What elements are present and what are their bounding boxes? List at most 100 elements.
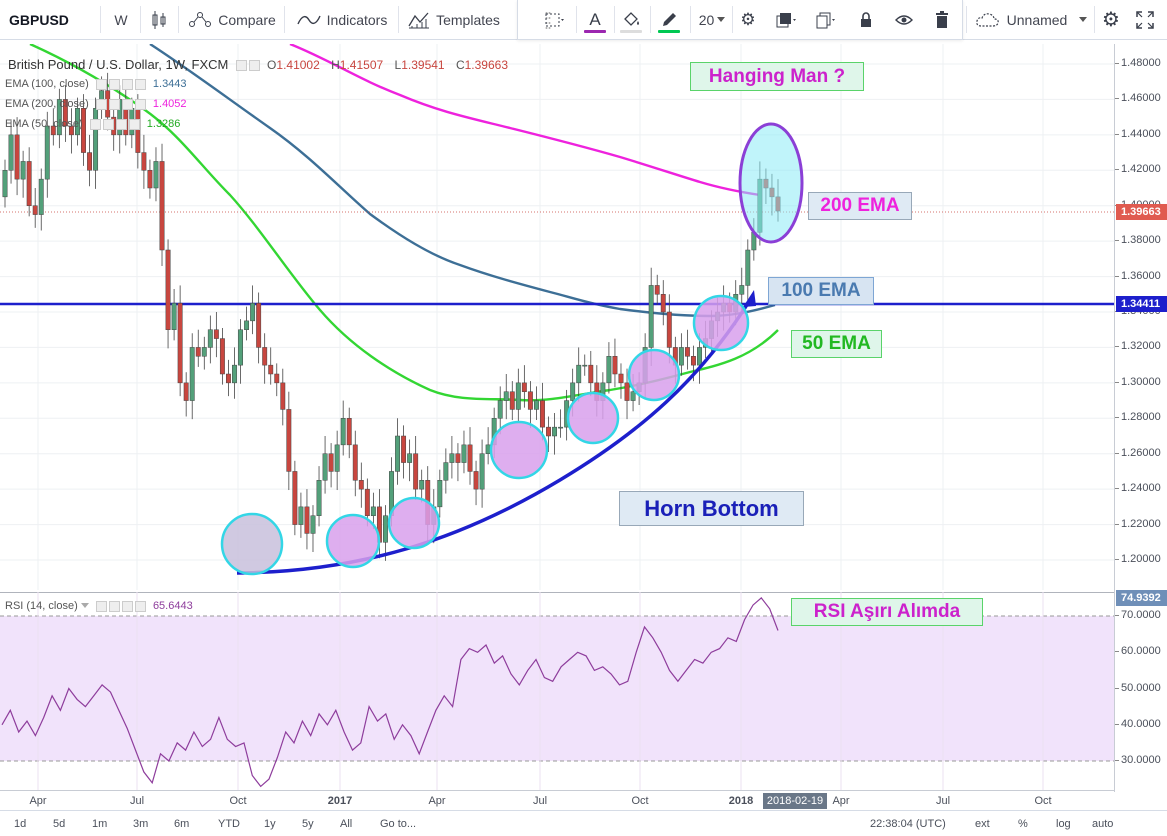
ema50-legend-label: EMA (50, close): [5, 118, 83, 130]
candle: [2, 159, 8, 208]
time-tick: Oct: [631, 795, 649, 807]
rsi-legend-label: RSI (14, close): [5, 600, 78, 612]
candle: [739, 267, 745, 311]
candle: [20, 150, 26, 198]
rsi-tick: 40.0000: [1115, 717, 1161, 730]
highlight-circle[interactable]: [489, 420, 549, 480]
font-size-select[interactable]: 20: [692, 0, 732, 39]
price-tick: 1.28000: [1115, 411, 1161, 424]
ext-toggle[interactable]: ext: [975, 817, 990, 830]
range-5d[interactable]: 5d: [53, 817, 66, 830]
rsi-overbought-note[interactable]: RSI Aşırı Alımda: [791, 598, 983, 626]
range-1y[interactable]: 1y: [264, 817, 276, 830]
rsi-legend[interactable]: RSI (14, close) 65.6443: [5, 600, 193, 612]
rsi-pane[interactable]: [0, 592, 1114, 790]
ema100-note[interactable]: 100 EMA: [768, 277, 874, 305]
ema200-line: [289, 44, 761, 197]
range-6m[interactable]: 6m: [174, 817, 190, 830]
time-tick: Jul: [532, 795, 548, 807]
candle: [467, 427, 473, 485]
ohlc-low: 1.39541: [401, 58, 445, 72]
highlight-circle[interactable]: [627, 348, 681, 402]
price-tick: 1.38000: [1115, 234, 1161, 247]
text-color-button[interactable]: A: [580, 0, 610, 39]
time-axis[interactable]: Oct Jul Apr 2018 Oct Jul Apr 2017 Oct Jul Apr 2018…: [0, 790, 1114, 810]
range-3m[interactable]: 3m: [133, 817, 149, 830]
clone-button[interactable]: [810, 0, 842, 39]
fullscreen-button[interactable]: [1128, 0, 1162, 39]
candle: [26, 147, 32, 217]
price-axis[interactable]: 1.480001.460001.440001.420001.400001.380…: [1114, 44, 1167, 792]
hanging-man-note[interactable]: Hanging Man ?: [690, 62, 864, 91]
rsi-grid: [37, 592, 1044, 790]
candle: [334, 430, 340, 491]
ema200-legend[interactable]: EMA (200, close) 1.4052: [5, 98, 187, 110]
horn-bottom-note[interactable]: Horn Bottom: [619, 491, 804, 526]
price-tick: 1.32000: [1115, 340, 1161, 353]
range-ytd[interactable]: YTD: [218, 817, 240, 830]
legend-buttons[interactable]: [235, 60, 260, 72]
line-color-button[interactable]: [654, 0, 684, 39]
rsi-last-badge: 74.9392: [1116, 590, 1167, 606]
highlight-circle[interactable]: [566, 391, 620, 445]
highlight-circle[interactable]: [325, 513, 381, 569]
candle: [262, 333, 268, 384]
rsi-tick: 60.0000: [1115, 645, 1161, 658]
price-tick: 1.20000: [1115, 553, 1161, 565]
highlight-circle[interactable]: [220, 512, 284, 576]
candle: [558, 409, 564, 438]
indicators-button[interactable]: Indicators: [292, 0, 392, 39]
highlight-circle[interactable]: [387, 496, 441, 550]
candle: [352, 430, 358, 497]
layout-name: Unnamed: [1006, 11, 1068, 28]
symbol-search-button[interactable]: GBPUSD: [9, 11, 69, 28]
save-layout-button[interactable]: Unnamed: [970, 0, 1092, 39]
chart-style-button[interactable]: [144, 0, 174, 39]
clock[interactable]: 22:38:04 (UTC): [870, 817, 946, 830]
remove-button[interactable]: [928, 0, 956, 39]
clone-icon: [816, 12, 835, 28]
templates-button[interactable]: Templates: [404, 0, 504, 39]
auto-toggle[interactable]: auto: [1092, 817, 1114, 830]
visual-order-button[interactable]: [770, 0, 802, 39]
candle: [346, 407, 352, 459]
hide-button[interactable]: [890, 0, 918, 39]
interval-button[interactable]: W: [114, 11, 128, 28]
range-1d[interactable]: 1d: [14, 817, 27, 830]
ema100-legend[interactable]: EMA (100, close) 1.3443: [5, 78, 187, 90]
hanging-man-ellipse[interactable]: [738, 122, 804, 244]
fill-color-button[interactable]: [616, 0, 646, 39]
range-1m[interactable]: 1m: [92, 817, 108, 830]
candle: [527, 381, 533, 429]
price-tick: 1.36000: [1115, 269, 1161, 282]
rsi-tick: 70.0000: [1115, 609, 1161, 621]
ema50-legend[interactable]: EMA (50, close) 1.3286: [5, 118, 180, 130]
candle: [588, 350, 594, 397]
candle: [419, 469, 425, 503]
settings-button[interactable]: ⚙: [734, 0, 762, 39]
ema50-legend-value: 1.3286: [146, 118, 181, 130]
range-5y[interactable]: 5y: [302, 817, 314, 830]
candle: [207, 315, 213, 364]
candle: [213, 312, 219, 358]
lock-icon: [861, 11, 871, 27]
lock-button[interactable]: [852, 0, 880, 39]
ohlc-open-label: O: [267, 58, 277, 72]
highlight-circle[interactable]: [692, 294, 750, 352]
rectangle-tool-button[interactable]: [538, 0, 572, 39]
chart-settings-button[interactable]: ⚙: [1096, 0, 1126, 39]
price-chart[interactable]: [0, 44, 1114, 590]
ema50-note[interactable]: 50 EMA: [791, 330, 882, 358]
percent-toggle[interactable]: %: [1018, 817, 1028, 830]
text-color-icon: A: [589, 9, 601, 29]
price-tick: 1.24000: [1115, 482, 1161, 495]
compare-label: Compare: [218, 11, 276, 28]
goto-button[interactable]: Go to...: [380, 817, 417, 830]
log-toggle[interactable]: log: [1056, 817, 1071, 830]
ema200-note[interactable]: 200 EMA: [808, 192, 912, 220]
pencil-icon: [663, 12, 676, 26]
candle: [618, 363, 624, 399]
range-all[interactable]: All: [340, 817, 353, 830]
ohlc-high: 1.41507: [339, 58, 384, 72]
compare-button[interactable]: Compare: [184, 0, 280, 39]
